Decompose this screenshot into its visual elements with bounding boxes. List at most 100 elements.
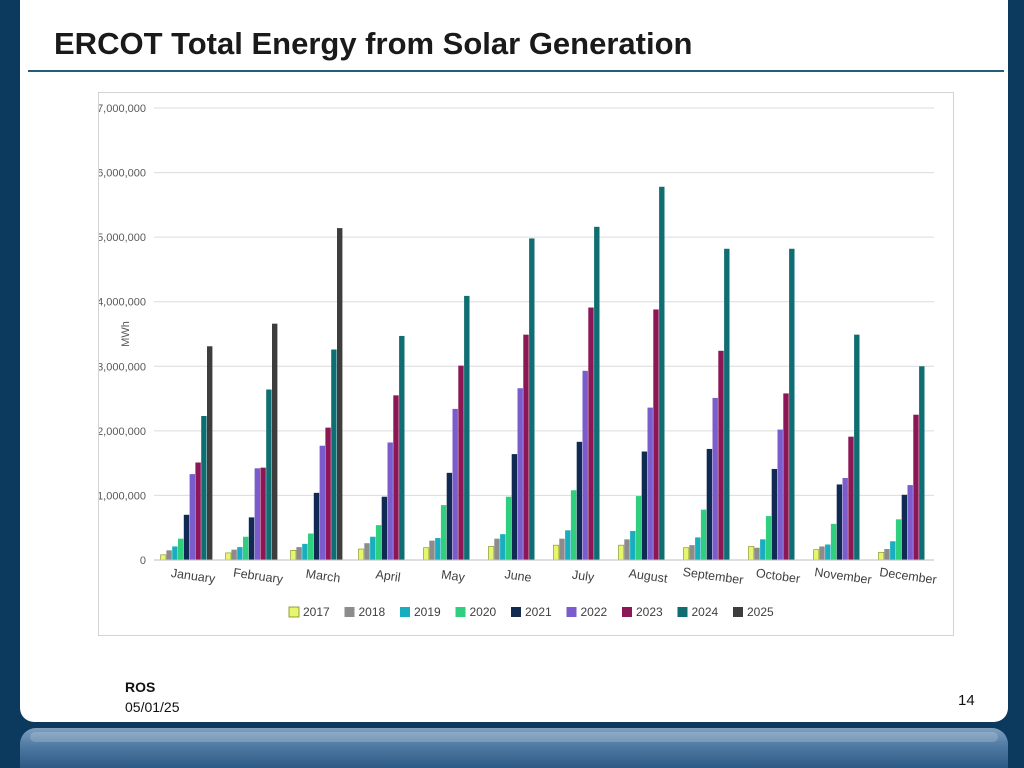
bar-2021-july	[576, 441, 583, 560]
bar-2022-october	[777, 429, 783, 560]
chart-container: 0 1,000,000 2,000,000 3,000,000 4,000,000 5,0…	[98, 92, 954, 636]
bar-2020-may	[440, 505, 447, 560]
bar-2024-december	[919, 366, 925, 560]
bar-2017-may	[423, 547, 430, 561]
bar-2022-may	[452, 408, 458, 560]
bar-2018-may	[429, 540, 435, 560]
y-tick-label: 2,000,000	[99, 426, 146, 438]
bar-2023-april	[393, 395, 399, 560]
bar-2025-january	[207, 346, 213, 560]
bar-2017-february	[225, 552, 232, 561]
legend-swatch-2019	[400, 607, 410, 617]
bar-2018-april	[364, 543, 370, 560]
bar-2021-august	[641, 451, 648, 560]
bar-2021-october	[771, 468, 778, 560]
bar-2021-may	[446, 472, 453, 560]
bar-2025-march	[337, 228, 343, 560]
bar-2019-may	[435, 538, 441, 560]
legend-label-2023: 2023	[636, 605, 663, 619]
bar-2018-june	[494, 538, 500, 560]
bar-2023-may	[458, 365, 464, 560]
bar-2020-february	[243, 536, 249, 560]
legend-label-2017: 2017	[303, 605, 330, 619]
bar-2019-august	[630, 530, 636, 560]
bar-2017-july	[553, 544, 560, 561]
bottom-decorative-bar	[20, 728, 1008, 768]
legend-label-2019: 2019	[414, 605, 441, 619]
bar-2020-december	[895, 519, 902, 560]
bar-2018-january	[166, 550, 172, 560]
bar-2022-july	[582, 370, 588, 560]
legend-swatch-2017	[288, 606, 300, 618]
bar-2020-april	[375, 525, 382, 560]
bar-2024-november	[854, 334, 860, 560]
legend-label-2018: 2018	[359, 605, 386, 619]
legend-swatch-2024	[677, 607, 688, 617]
x-tick-label: May	[440, 567, 466, 584]
y-tick-label: 0	[140, 555, 146, 567]
bar-2020-january	[178, 538, 184, 560]
bar-2023-august	[653, 309, 659, 560]
bar-2022-september	[712, 397, 718, 560]
page-number: 14	[958, 692, 975, 709]
bar-2018-november	[819, 546, 825, 560]
bar-2020-october	[765, 516, 772, 560]
bar-2022-november	[842, 477, 848, 560]
bar-2021-february	[248, 517, 255, 560]
bar-2022-december	[907, 485, 913, 560]
bar-2020-september	[700, 509, 707, 560]
x-tick-label: June	[504, 567, 533, 585]
x-tick-label: December	[879, 565, 938, 587]
bar-2019-january	[172, 546, 178, 560]
slide-title: ERCOT Total Energy from Solar Generation	[54, 26, 693, 61]
bar-2018-september	[689, 545, 695, 560]
bar-2020-august	[635, 496, 642, 560]
legend-label-2020: 2020	[470, 605, 497, 619]
bar-2023-september	[718, 350, 724, 560]
bar-2022-june	[517, 388, 523, 560]
y-tick-label: 4,000,000	[99, 297, 146, 309]
bar-2023-january	[195, 462, 201, 560]
solar-generation-chart: 0 1,000,000 2,000,000 3,000,000 4,000,000 5,0…	[99, 103, 938, 619]
bar-2019-march	[302, 543, 308, 560]
bar-2019-november	[825, 544, 831, 560]
x-tick-label: November	[814, 565, 873, 587]
bar-2023-october	[783, 393, 789, 560]
footer-org: ROS	[125, 679, 156, 695]
bar-2021-november	[836, 484, 843, 560]
bar-2024-august	[659, 186, 665, 560]
bar-2020-july	[570, 490, 577, 560]
bar-2024-june	[529, 238, 535, 560]
bar-2021-june	[511, 454, 518, 560]
y-axis-label: MWh	[120, 321, 132, 347]
bar-2025-february	[272, 323, 278, 560]
x-tick-label: August	[628, 566, 669, 585]
bar-2021-december	[901, 494, 908, 560]
bar-2017-september	[683, 547, 690, 561]
bar-2017-december	[878, 551, 885, 561]
bar-2017-january	[160, 554, 167, 561]
bar-2022-august	[647, 407, 653, 560]
bar-2023-july	[588, 307, 594, 560]
bar-2017-march	[290, 550, 297, 561]
bar-2024-april	[399, 335, 405, 560]
bar-2023-november	[848, 436, 854, 560]
x-tick-label: January	[170, 566, 217, 586]
bar-2021-april	[381, 496, 388, 560]
bar-2024-february	[266, 389, 272, 560]
bar-2018-august	[624, 539, 630, 560]
x-tick-label: October	[755, 566, 801, 586]
bar-2017-april	[358, 548, 365, 561]
bar-2021-september	[706, 448, 713, 560]
bar-2017-august	[618, 544, 625, 561]
bar-2023-february	[260, 467, 266, 560]
x-tick-label: July	[571, 568, 596, 585]
bar-2019-june	[500, 534, 506, 560]
bar-2022-february	[254, 468, 260, 560]
bar-2017-november	[813, 549, 820, 561]
bar-2019-july	[565, 530, 571, 560]
y-tick-label: 1,000,000	[99, 490, 146, 502]
y-tick-label: 3,000,000	[99, 361, 146, 373]
bar-2020-march	[308, 533, 314, 560]
bar-2019-december	[890, 541, 896, 560]
